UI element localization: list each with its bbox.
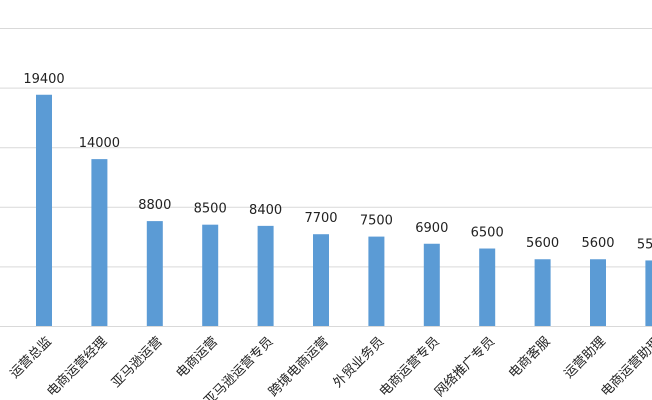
x-tick-label: 运营总监 [7, 334, 54, 381]
bar [202, 224, 219, 326]
value-label: 6900 [415, 221, 448, 236]
value-label: 8800 [138, 198, 171, 213]
value-label: 6500 [471, 226, 504, 241]
x-tick-label: 电商运营 [174, 334, 221, 381]
value-label: 8500 [194, 202, 227, 217]
bar [368, 236, 385, 326]
value-label: 8400 [249, 203, 282, 218]
x-tick-label: 网络推广专员 [432, 334, 498, 400]
bar [590, 259, 606, 326]
value-label: 14000 [79, 136, 120, 151]
bar [479, 248, 496, 326]
bar [146, 221, 163, 326]
value-label: 19400 [23, 72, 64, 87]
x-tick-label: 亚马逊运营 [109, 334, 166, 391]
x-tick-label: 电商运营经理 [44, 334, 110, 400]
value-label: 7500 [360, 214, 393, 229]
bar [534, 259, 551, 326]
value-label: 5500 [637, 237, 652, 252]
value-label: 5600 [526, 236, 559, 251]
bar [257, 225, 274, 326]
value-label: 5600 [581, 236, 614, 251]
bar [423, 243, 440, 326]
bar [313, 234, 329, 326]
value-label: 7700 [304, 211, 337, 226]
bar [645, 260, 652, 326]
bar [91, 159, 108, 326]
bar [36, 94, 52, 326]
x-tick-label: 运营助理 [561, 334, 608, 381]
x-tick-label: 外贸业务员 [330, 334, 387, 391]
x-tick-label: 跨境电商运营 [266, 334, 332, 400]
x-tick-label: 电商客服 [505, 334, 553, 382]
